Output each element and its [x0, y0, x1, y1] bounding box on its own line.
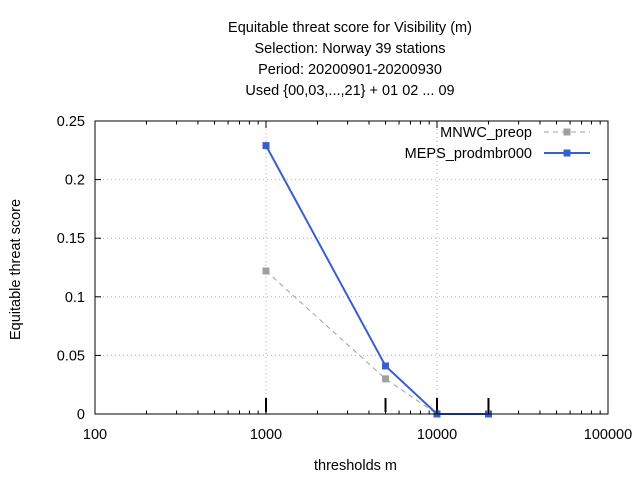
threshold-markers	[265, 398, 490, 412]
grid	[95, 121, 608, 414]
y-tick-label: 0.05	[57, 348, 85, 364]
legend-marker	[563, 149, 571, 157]
x-tick-label: 100	[83, 427, 107, 443]
legend-label: MNWC_preop	[440, 125, 532, 141]
y-tick-label: 0.2	[65, 173, 85, 189]
chart-title-line-4: Used {00,03,...,21} + 01 02 ... 09	[245, 83, 455, 99]
y-tick-label: 0.15	[57, 231, 85, 247]
x-tick-label: 100000	[584, 427, 632, 443]
y-axis-label: Equitable threat score	[8, 199, 24, 340]
axis-ticks: 0 0.05 0.1 0.15 0.2 0.25 100 1000 10000 100000	[57, 114, 632, 443]
y-tick-label: 0	[77, 407, 85, 423]
chart-title-line-2: Selection: Norway 39 stations	[254, 41, 446, 57]
data-point	[382, 375, 390, 383]
legend-label: MEPS_prodmbr000	[405, 146, 532, 162]
legend-marker	[563, 128, 571, 136]
data-point	[262, 267, 270, 275]
y-tick-label: 0.25	[57, 114, 85, 130]
data-point	[382, 362, 390, 370]
chart-title-line-1: Equitable threat score for Visibility (m…	[228, 20, 472, 36]
series-line	[265, 145, 489, 415]
x-tick-label: 10000	[417, 427, 457, 443]
chart-title-line-3: Period: 20200901-20200930	[258, 62, 442, 78]
data-point	[262, 142, 270, 150]
x-tick-label: 1000	[250, 427, 282, 443]
y-tick-label: 0.1	[65, 290, 85, 306]
series-line	[265, 270, 489, 415]
legend: MNWC_preop MEPS_prodmbr000	[405, 125, 590, 162]
series-layer	[262, 142, 492, 418]
plot-frame	[94, 120, 609, 415]
x-axis-label: thresholds m	[314, 458, 397, 474]
